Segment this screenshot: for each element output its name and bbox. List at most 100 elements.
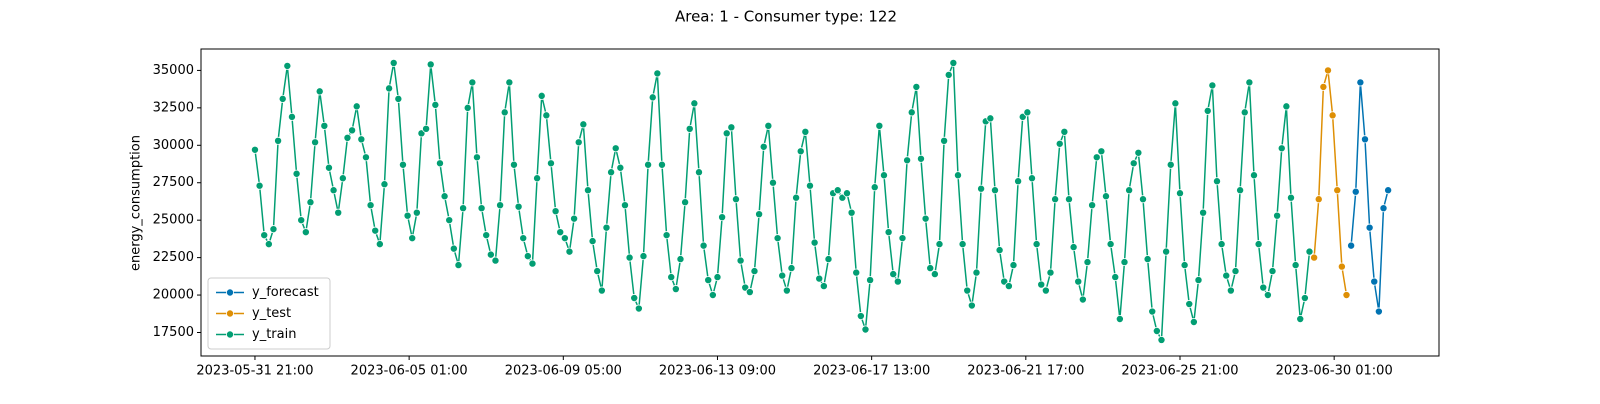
data-point	[509, 160, 518, 169]
legend-label: y_test	[252, 306, 291, 321]
data-point	[1180, 261, 1189, 270]
data-point	[639, 252, 648, 261]
data-point	[1120, 258, 1129, 267]
data-point	[847, 208, 856, 217]
data-point	[301, 228, 310, 237]
data-point	[750, 267, 759, 276]
data-point	[977, 184, 986, 193]
data-point	[1374, 307, 1383, 316]
legend-box	[207, 277, 331, 350]
data-point	[440, 192, 449, 201]
data-point	[870, 183, 879, 192]
series-line	[1350, 82, 1389, 312]
data-point	[1268, 267, 1277, 276]
data-point	[1138, 195, 1147, 204]
data-point	[426, 60, 435, 69]
data-point	[926, 264, 935, 273]
data-point	[708, 291, 717, 300]
data-point	[1175, 189, 1184, 198]
data-point	[1129, 159, 1138, 168]
data-point	[1055, 139, 1064, 148]
data-point	[283, 61, 292, 70]
data-point	[445, 216, 454, 225]
data-point	[861, 325, 870, 334]
data-point	[620, 201, 629, 210]
data-point	[505, 78, 514, 87]
data-point	[921, 214, 930, 223]
data-point	[1333, 186, 1342, 195]
data-point	[352, 102, 361, 111]
data-point	[306, 198, 315, 207]
data-point	[967, 301, 976, 310]
data-point	[565, 247, 574, 256]
data-point	[315, 87, 324, 96]
data-point	[1319, 82, 1328, 91]
y-axis-label: energy_consumption	[129, 135, 144, 271]
data-point	[1212, 177, 1221, 186]
data-point	[1360, 135, 1369, 144]
data-point	[449, 244, 458, 253]
data-point	[690, 99, 699, 108]
data-point	[1277, 144, 1286, 153]
chart-title: Area: 1 - Consumer type: 122	[675, 8, 897, 26]
data-point	[949, 58, 958, 67]
data-point	[371, 226, 380, 235]
data-point	[1199, 208, 1208, 217]
data-point	[1014, 177, 1023, 186]
data-point	[556, 228, 565, 237]
data-point	[533, 174, 542, 183]
data-point	[1310, 253, 1319, 262]
data-point	[385, 84, 394, 93]
data-point	[1023, 108, 1032, 117]
data-point	[972, 268, 981, 277]
data-point	[842, 189, 851, 198]
data-point	[611, 144, 620, 153]
data-point	[699, 241, 708, 250]
data-point	[671, 285, 680, 294]
data-point	[560, 234, 569, 243]
data-point	[875, 121, 884, 130]
data-point	[1305, 247, 1314, 256]
data-point	[634, 304, 643, 313]
data-point	[755, 210, 764, 219]
data-point	[662, 231, 671, 240]
data-point	[403, 211, 412, 220]
data-point	[463, 103, 472, 112]
data-point	[704, 276, 713, 285]
y-tick-label: 27500	[153, 175, 194, 190]
data-point	[1060, 127, 1069, 136]
data-point	[824, 255, 833, 264]
data-point	[1189, 318, 1198, 327]
data-point	[796, 147, 805, 156]
data-point	[264, 240, 273, 249]
data-point	[953, 171, 962, 180]
data-point	[1236, 186, 1245, 195]
data-point	[500, 108, 509, 117]
data-point	[1254, 240, 1263, 249]
data-point	[537, 91, 546, 100]
data-point	[1171, 99, 1180, 108]
data-point	[1162, 247, 1171, 256]
data-point	[338, 174, 347, 183]
data-point	[912, 82, 921, 91]
data-point	[1291, 261, 1300, 270]
data-point	[528, 259, 537, 268]
data-point	[1263, 291, 1272, 300]
y-tick-label: 17500	[153, 325, 194, 340]
data-point	[916, 154, 925, 163]
data-point	[1259, 283, 1268, 292]
legend-label: y_forecast	[252, 285, 319, 300]
data-point	[329, 186, 338, 195]
data-point	[422, 124, 431, 133]
x-tick-label: 2023-06-25 21:00	[1121, 364, 1238, 379]
data-point	[546, 159, 555, 168]
data-point	[1051, 195, 1060, 204]
data-point	[833, 186, 842, 195]
data-point	[486, 250, 495, 259]
data-point	[1111, 273, 1120, 282]
data-point	[1356, 78, 1365, 87]
data-point	[884, 228, 893, 237]
data-point	[278, 94, 287, 103]
data-point	[1046, 268, 1055, 277]
data-point	[1314, 195, 1323, 204]
